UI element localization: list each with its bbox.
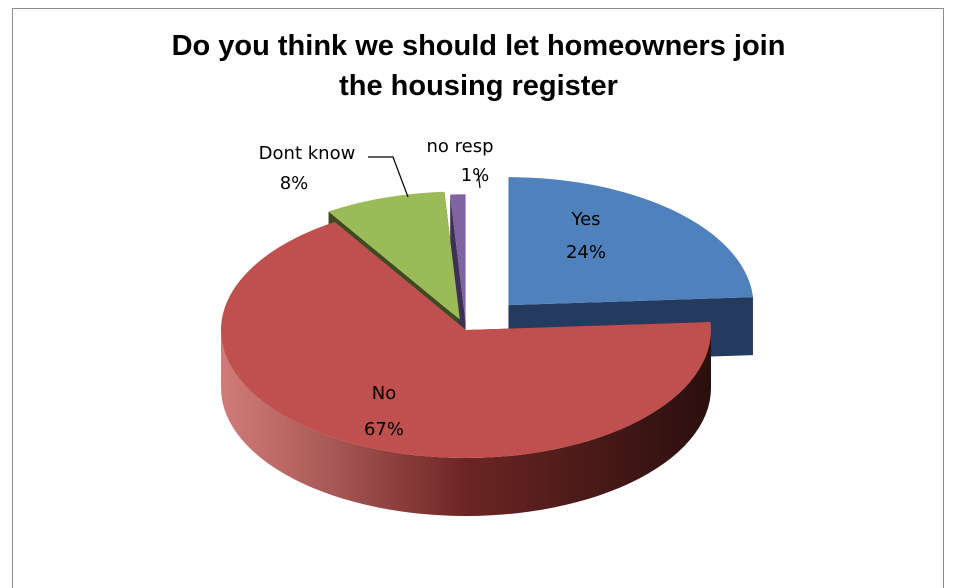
leader-line-no-resp (477, 171, 481, 189)
slice-label-no-resp: no resp (426, 136, 493, 157)
slice-value-dont-know: 8% (280, 173, 309, 194)
slice-value-no: 67% (364, 419, 404, 440)
slice-rim-no (221, 330, 711, 516)
slice-no (221, 221, 711, 458)
slice-yes (508, 177, 753, 306)
leader-line-dont-know (368, 156, 409, 198)
slice-value-no-resp: 1% (461, 165, 490, 186)
slice-label-no: No (372, 383, 396, 404)
slice-labels: Yes 24% No 67% Dont know 8% no resp 1% (259, 136, 606, 440)
slice-no-resp (450, 194, 466, 323)
leader-lines (368, 156, 481, 198)
chart-title: Do you think we should let homeowners jo… (171, 30, 786, 102)
slice-dont-know (328, 191, 460, 320)
slice-label-dont-know: Dont know (259, 143, 356, 164)
pie-top-layer (221, 177, 753, 458)
slice-value-yes: 24% (566, 242, 606, 263)
slice-label-yes: Yes (570, 209, 600, 230)
